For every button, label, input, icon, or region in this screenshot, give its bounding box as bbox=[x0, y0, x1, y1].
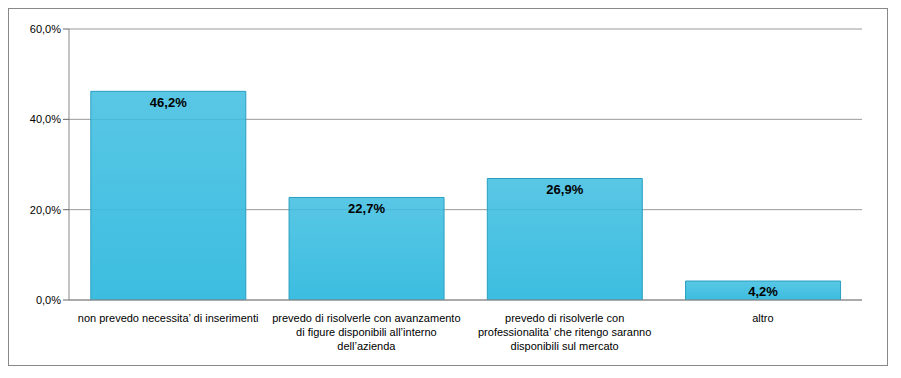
svg-text:22,7%: 22,7% bbox=[348, 201, 385, 216]
svg-text:prevedo di risolverle con avan: prevedo di risolverle con avanzamento bbox=[272, 312, 460, 324]
svg-text:60,0%: 60,0% bbox=[30, 23, 61, 35]
svg-text:40,0%: 40,0% bbox=[30, 113, 61, 125]
svg-text:20,0%: 20,0% bbox=[30, 204, 61, 216]
svg-text:non prevedo necessita’ di inse: non prevedo necessita’ di inserimenti bbox=[78, 312, 259, 324]
svg-text:disponibili sul mercato: disponibili sul mercato bbox=[511, 340, 619, 352]
svg-text:0,0%: 0,0% bbox=[36, 294, 61, 306]
svg-text:4,2%: 4,2% bbox=[748, 284, 778, 299]
svg-text:prevedo di risolverle con: prevedo di risolverle con bbox=[505, 312, 624, 324]
svg-text:46,2%: 46,2% bbox=[150, 95, 187, 110]
svg-text:dell’azienda: dell’azienda bbox=[337, 340, 396, 352]
svg-text:altro: altro bbox=[752, 312, 773, 324]
svg-text:di figure disponibili all’inte: di figure disponibili all’interno bbox=[296, 326, 437, 338]
svg-text:professionalita’ che ritengo s: professionalita’ che ritengo saranno bbox=[478, 326, 651, 338]
svg-text:26,9%: 26,9% bbox=[546, 182, 583, 197]
